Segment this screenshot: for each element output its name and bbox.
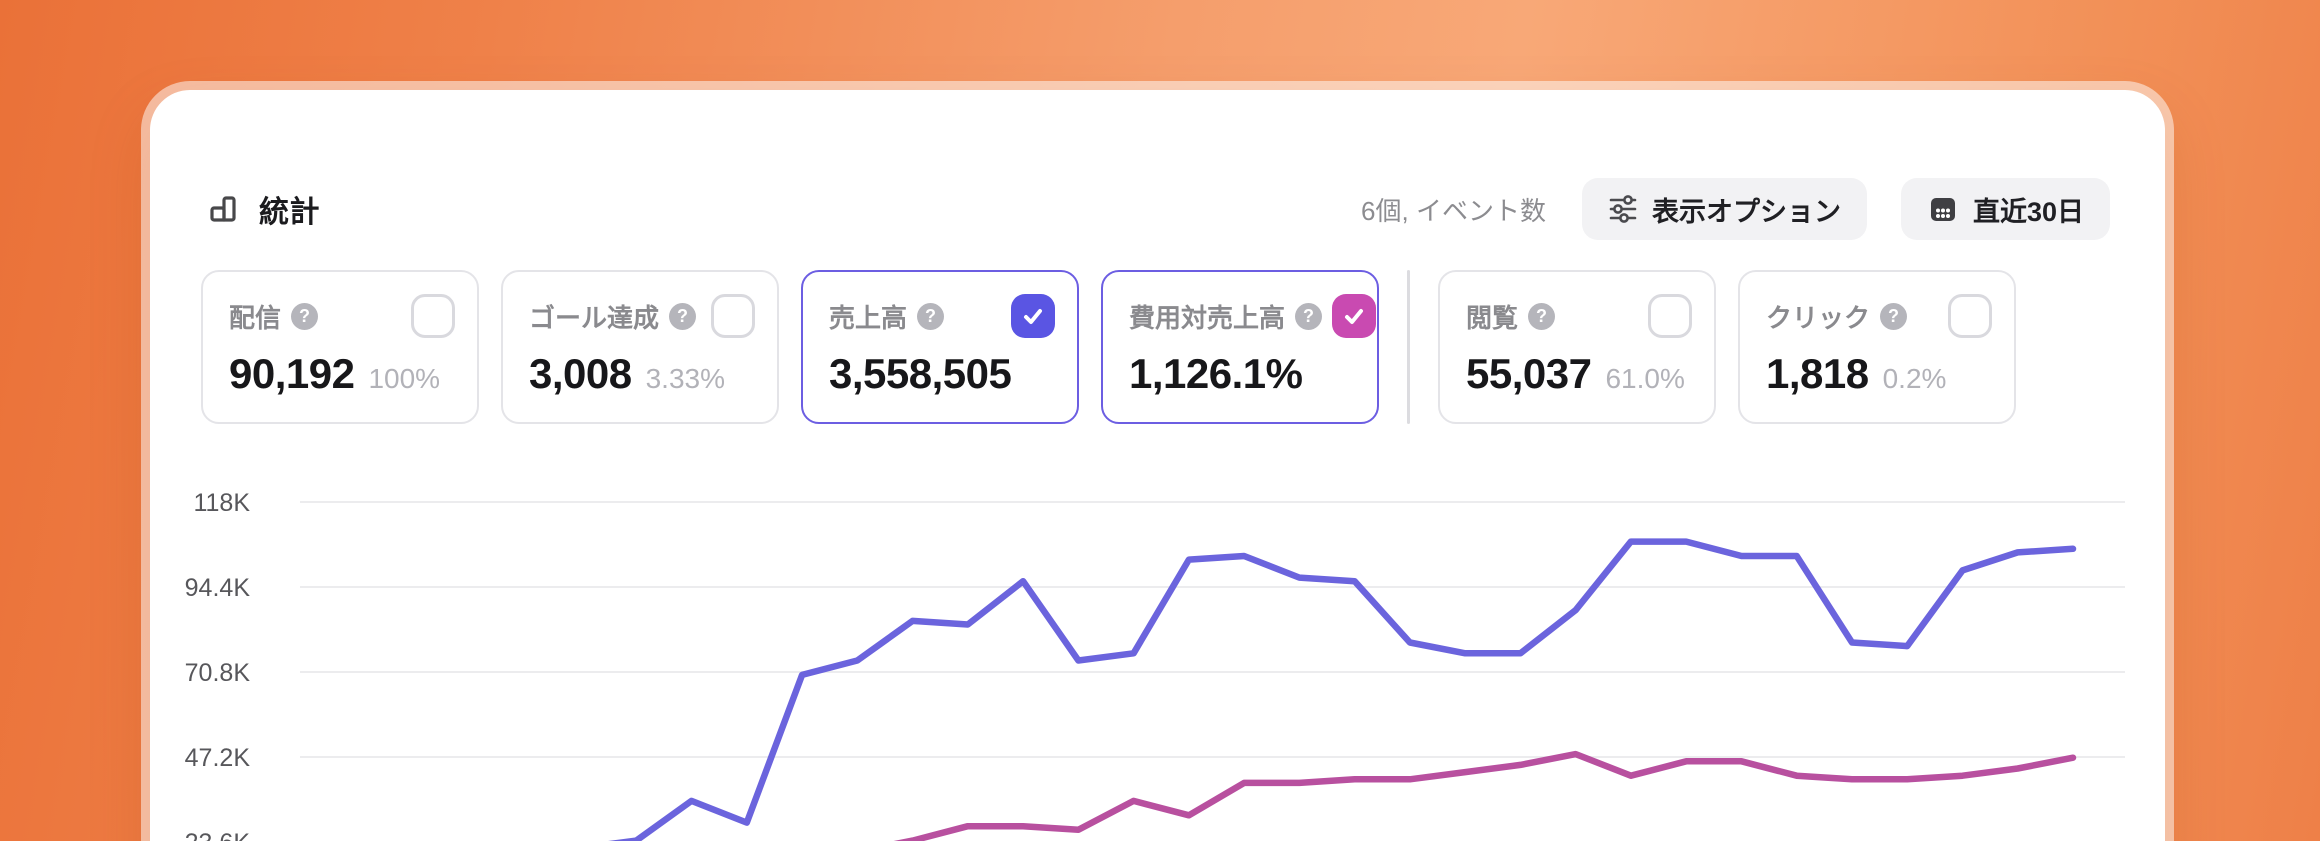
calendar-icon <box>1930 198 1955 221</box>
date-range-label: 直近30日 <box>1972 196 2084 227</box>
metric-checkbox-unchecked[interactable] <box>411 294 455 338</box>
series-line-費用対売上高 <box>893 750 2077 841</box>
help-icon[interactable]: ? <box>1295 302 1323 330</box>
sliders-icon <box>1609 195 1637 223</box>
metric-card-4[interactable]: 費用対売上高? 1,126.1% <box>1101 270 1379 424</box>
metric-label: クリック <box>1766 302 1871 333</box>
help-icon[interactable]: ? <box>1880 302 1908 330</box>
metric-value: 3,558,505 <box>829 350 1012 397</box>
metric-card-6[interactable]: クリック? 1,818 0.2% <box>1738 270 2016 424</box>
panel-header: 統計 6個, イベント数 表示オプション <box>205 178 2110 240</box>
metric-label: 閲覧 <box>1466 302 1519 333</box>
series-line-売上高 <box>608 538 2077 841</box>
metric-share: 100% <box>368 363 441 394</box>
metric-share: 3.33% <box>645 363 726 394</box>
metric-cards-row: 配信? 90,192 100% ゴール達成? 3,008 3.33% 売上高? 3,558,5… <box>201 270 2114 424</box>
metric-value: 1,126.1% <box>1129 350 1303 397</box>
y-axis-tick-label: 47.2K <box>185 744 251 772</box>
metric-label: 費用対売上高 <box>1129 302 1286 333</box>
metric-value: 1,818 <box>1766 350 1869 397</box>
metric-share: 61.0% <box>1605 363 1685 394</box>
display-options-button[interactable]: 表示オプション <box>1581 178 1867 240</box>
metric-group-divider <box>1407 270 1410 424</box>
page-title: 統計 <box>259 196 320 229</box>
metric-checkbox-unchecked[interactable] <box>1648 294 1692 338</box>
header-actions: 6個, イベント数 表示オプション <box>1361 178 2110 240</box>
help-icon[interactable]: ? <box>291 302 319 330</box>
y-axis-tick-label: 118K <box>193 489 250 517</box>
y-axis-tick-label: 70.8K <box>185 659 251 687</box>
help-icon[interactable]: ? <box>1528 302 1556 330</box>
metric-card-5[interactable]: 閲覧? 55,037 61.0% <box>1438 270 1716 424</box>
metric-value: 90,192 <box>229 350 355 397</box>
display-options-label: 表示オプション <box>1651 196 1841 227</box>
metric-checkbox-unchecked[interactable] <box>711 294 755 338</box>
y-axis-tick-label: 23.6K <box>185 829 251 841</box>
metric-value: 3,008 <box>529 350 632 397</box>
metric-checkbox-checked[interactable] <box>1011 294 1055 338</box>
metric-card-2[interactable]: ゴール達成? 3,008 3.33% <box>501 270 779 424</box>
help-icon[interactable]: ? <box>917 302 945 330</box>
checkmark-icon <box>1345 309 1364 324</box>
stats-panel: 統計 6個, イベント数 表示オプション <box>150 90 2165 841</box>
metric-checkbox-checked[interactable] <box>1332 294 1377 338</box>
bar-chart-icon <box>210 196 236 222</box>
title-wrap: 統計 <box>205 187 320 231</box>
metric-label: 売上高 <box>829 302 908 333</box>
events-summary: 6個, イベント数 <box>1361 195 1546 226</box>
metric-label: 配信 <box>229 302 282 333</box>
help-icon[interactable]: ? <box>669 302 697 330</box>
metric-card-1[interactable]: 配信? 90,192 100% <box>201 270 479 424</box>
y-axis-tick-label: 94.4K <box>185 574 251 602</box>
checkmark-icon <box>1024 309 1042 324</box>
metric-value: 55,037 <box>1466 350 1592 397</box>
metric-label: ゴール達成 <box>529 302 660 333</box>
metric-card-3[interactable]: 売上高? 3,558,505 <box>801 270 1079 424</box>
metric-share: 0.2% <box>1882 363 1947 394</box>
date-range-button[interactable]: 直近30日 <box>1900 178 2110 240</box>
metric-checkbox-unchecked[interactable] <box>1948 294 1992 338</box>
